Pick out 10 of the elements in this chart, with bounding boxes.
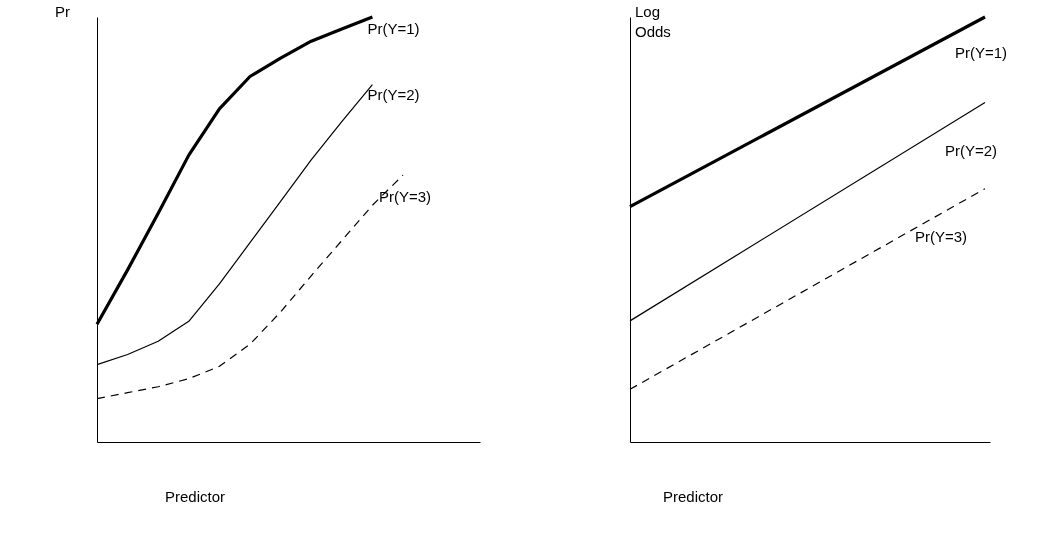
- series-label: Pr(Y=2): [367, 85, 420, 103]
- y-axis-title: Log Odds: [635, 3, 671, 40]
- y-axis-title: Pr: [55, 3, 70, 20]
- series-label: Pr(Y=2): [945, 142, 998, 160]
- series-label: Pr(Y=3): [915, 227, 968, 245]
- series-label: Pr(Y=3): [379, 188, 432, 206]
- x-axis-title: Predictor: [165, 488, 226, 505]
- series-label: Pr(Y=1): [955, 44, 1008, 61]
- series-label: Pr(Y=1): [367, 20, 420, 37]
- x-axis-title: Predictor: [663, 488, 724, 505]
